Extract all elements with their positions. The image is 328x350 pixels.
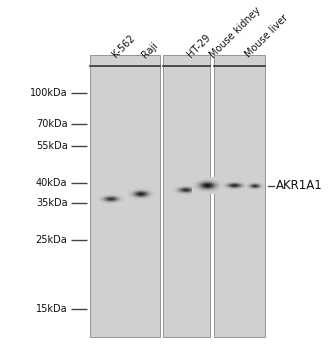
Bar: [91, 55, 159, 337]
Text: 100kDa: 100kDa: [30, 88, 68, 98]
Text: 15kDa: 15kDa: [36, 304, 68, 314]
Text: 35kDa: 35kDa: [36, 198, 68, 208]
Bar: [163, 55, 210, 337]
Text: HT-29: HT-29: [186, 33, 213, 60]
Text: 55kDa: 55kDa: [36, 141, 68, 152]
Text: Mouse liver: Mouse liver: [243, 13, 290, 60]
Text: Raji: Raji: [140, 40, 160, 60]
Bar: [214, 55, 265, 337]
Text: Mouse kidney: Mouse kidney: [208, 5, 262, 60]
Text: 40kDa: 40kDa: [36, 178, 68, 188]
Text: AKR1A1: AKR1A1: [276, 180, 323, 193]
Text: 70kDa: 70kDa: [36, 119, 68, 129]
Text: 25kDa: 25kDa: [36, 234, 68, 245]
Text: K-562: K-562: [111, 33, 137, 60]
